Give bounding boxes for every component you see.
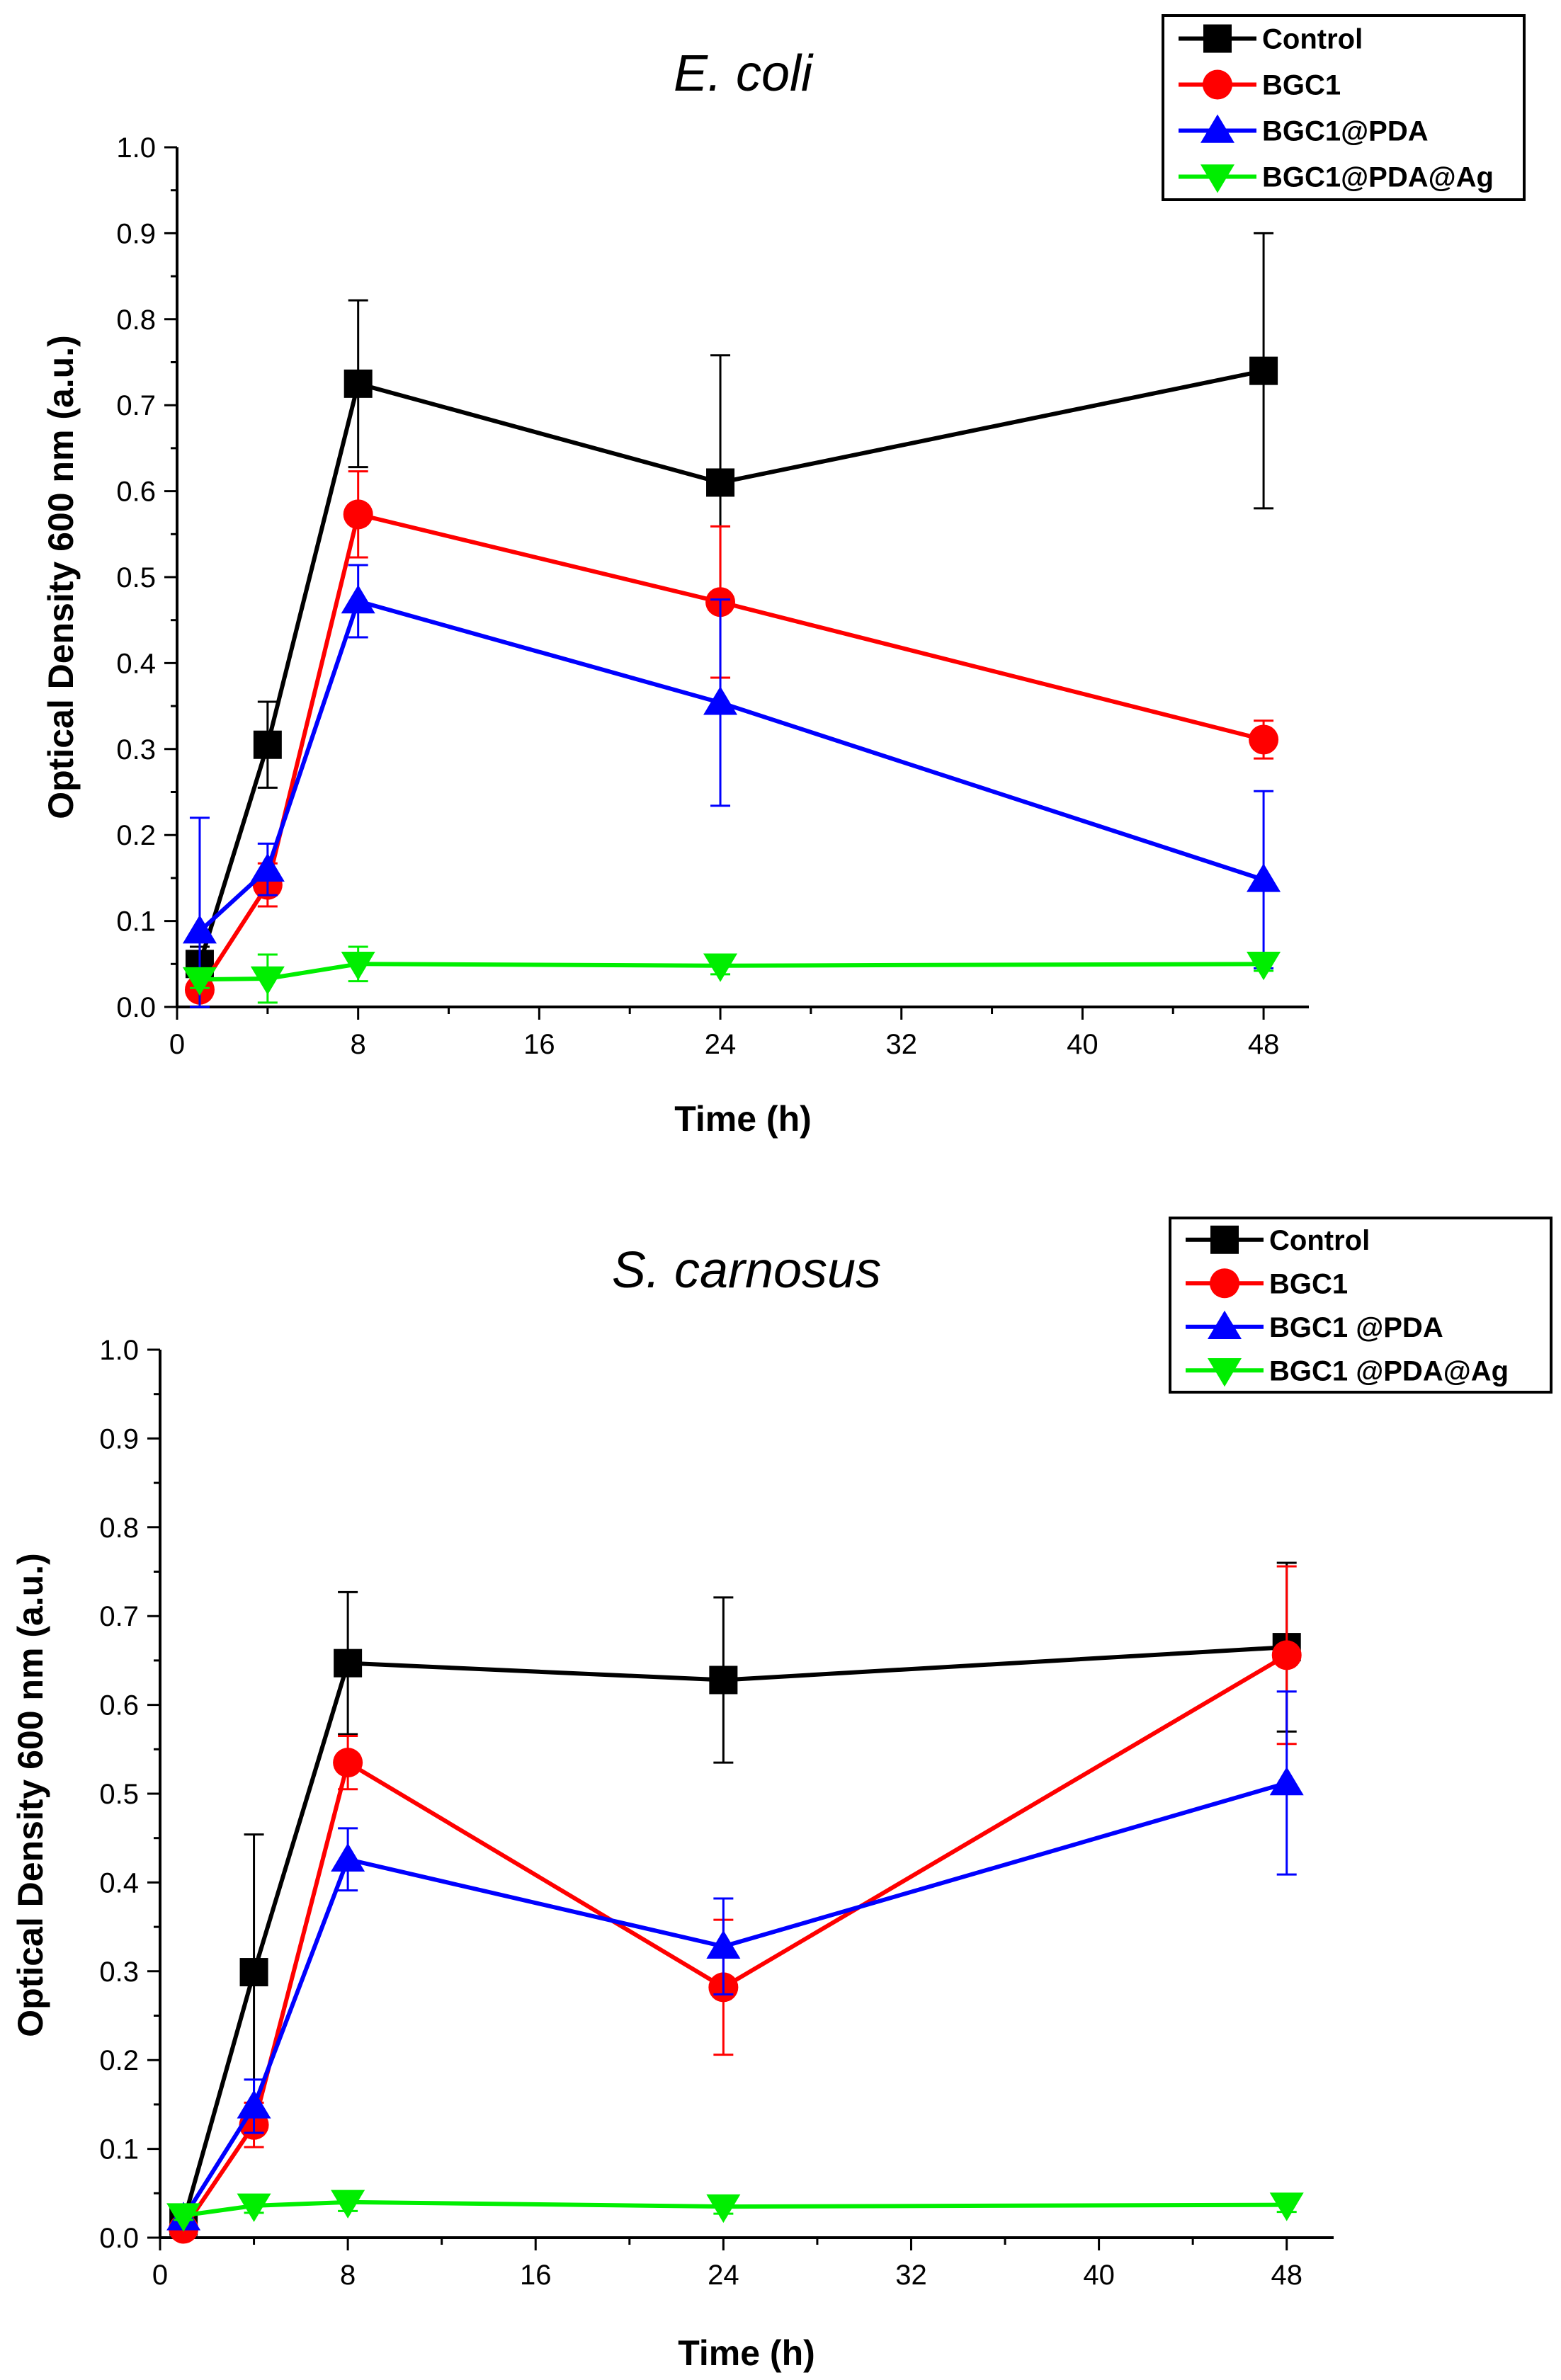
legend-swatch-marker	[1203, 24, 1232, 53]
y-tick-label: 0.6	[99, 1690, 139, 1721]
y-tick-label: 0.3	[116, 734, 156, 765]
x-axis-title: Time (h)	[674, 1099, 812, 1139]
data-point	[1269, 2192, 1304, 2221]
y-tick-label: 0.9	[99, 1423, 139, 1454]
x-tick-label: 16	[520, 2260, 552, 2291]
y-tick-label: 0.0	[116, 992, 156, 1023]
legend-label: BGC1	[1262, 70, 1341, 101]
x-tick-label: 24	[705, 1029, 737, 1060]
legend-label: BGC1@PDA	[1262, 116, 1429, 147]
legend-swatch-marker	[1208, 1358, 1242, 1387]
x-tick-label: 8	[340, 2260, 356, 2291]
data-point	[344, 369, 373, 398]
chart-title: E. coli	[674, 45, 814, 102]
chart-2: 0.0 0.1 0.2 0.3 0.4 0.5 0.6 0.7 0.8 0.9 1.0 0 8 16 24 3…	[11, 1217, 1553, 2373]
x-tick-label: 8	[351, 1029, 366, 1060]
y-tick-label: 0.8	[99, 1513, 139, 1544]
y-tick-label: 0.8	[116, 304, 156, 336]
data-point	[709, 1666, 738, 1695]
legend-swatch-marker	[1200, 114, 1234, 143]
y-tick-label: 0.3	[99, 1957, 139, 1988]
data-point	[334, 1649, 363, 1678]
data-point	[237, 2090, 271, 2119]
legend-label: BGC1 @PDA	[1269, 1312, 1443, 1343]
y-tick-label: 0.2	[116, 820, 156, 851]
data-point	[706, 1930, 741, 1959]
x-tick-label: 0	[152, 2260, 168, 2291]
data-point	[341, 952, 375, 981]
data-point	[182, 915, 217, 944]
y-tick-label: 0.7	[99, 1601, 139, 1632]
y-axis-title: Optical Density 600 nm (a.u.)	[11, 1553, 50, 2037]
data-point	[239, 1958, 268, 1987]
data-point	[706, 2194, 741, 2224]
x-axis-title: Time (h)	[678, 2333, 815, 2373]
y-tick-label: 1.0	[99, 1335, 139, 1366]
y-tick-label: 0.6	[116, 477, 156, 508]
data-point	[1247, 952, 1281, 981]
y-tick-label: 0.5	[116, 562, 156, 593]
legend-swatch-marker	[1210, 1268, 1239, 1299]
data-point	[253, 730, 282, 759]
y-tick-label: 0.1	[116, 906, 156, 938]
y-tick-label: 0.5	[99, 1779, 139, 1810]
data-point	[703, 953, 738, 982]
y-tick-label: 0.1	[99, 2134, 139, 2165]
x-tick-label: 40	[1083, 2260, 1115, 2291]
y-tick-label: 0.4	[116, 648, 156, 679]
legend-label: Control	[1262, 24, 1363, 55]
legend-swatch-marker	[1208, 1310, 1242, 1339]
chart-title: S. carnosus	[612, 1242, 881, 1299]
legend-label: Control	[1269, 1225, 1370, 1256]
series-control	[185, 232, 1278, 983]
legend: Control BGC1 BGC1 @PDA BGC1 @PDA@Ag	[1169, 1217, 1553, 1394]
data-point	[1249, 724, 1279, 755]
x-tick-label: 24	[708, 2260, 739, 2291]
data-point	[703, 686, 738, 715]
data-point	[706, 468, 735, 497]
data-point	[250, 853, 285, 882]
legend: Control BGC1 BGC1@PDA BGC1@PDA@Ag	[1162, 14, 1526, 201]
y-tick-label: 0.4	[99, 1867, 139, 1898]
data-point	[182, 967, 217, 996]
series-bgc1-pda	[166, 1690, 1304, 2231]
legend-label: BGC1@PDA@Ag	[1262, 162, 1494, 193]
y-tick-label: 0.7	[116, 390, 156, 421]
data-point	[341, 584, 375, 614]
y-tick-label: 0.9	[116, 218, 156, 249]
series-bgc1-pda-ag	[166, 2190, 1304, 2232]
data-point	[1249, 356, 1278, 385]
y-tick-label: 1.0	[116, 132, 156, 164]
legend-label: BGC1 @PDA@Ag	[1269, 1355, 1509, 1387]
data-point	[1271, 1640, 1302, 1670]
legend-swatch-marker	[1203, 69, 1232, 100]
x-tick-label: 32	[895, 2260, 927, 2291]
legend-label: BGC1	[1269, 1268, 1348, 1299]
data-point	[1247, 863, 1281, 892]
y-tick-label: 0.0	[99, 2223, 139, 2254]
x-tick-label: 40	[1067, 1029, 1099, 1060]
data-point	[1269, 1766, 1304, 1796]
x-tick-label: 32	[885, 1029, 917, 1060]
x-tick-label: 0	[169, 1029, 185, 1060]
y-axis-title: Optical Density 600 nm (a.u.)	[41, 335, 81, 819]
legend-swatch-marker	[1200, 164, 1234, 193]
chart-1: 0.0 0.1 0.2 0.3 0.4 0.5 0.6 0.7 0.8 0.9 1.0 0 8 16 24 3…	[41, 14, 1526, 1139]
x-tick-label: 48	[1248, 1029, 1280, 1060]
data-point	[250, 966, 285, 995]
x-tick-label: 48	[1271, 2260, 1302, 2291]
legend-swatch-marker	[1210, 1225, 1239, 1254]
data-point	[343, 499, 373, 530]
data-point	[333, 1748, 363, 1778]
data-point	[331, 2190, 365, 2219]
x-tick-label: 16	[523, 1029, 555, 1060]
data-point	[166, 2203, 201, 2232]
data-point	[237, 2193, 271, 2222]
data-point	[331, 1843, 365, 1872]
y-tick-label: 0.2	[99, 2045, 139, 2076]
series-bgc1-pda-ag	[182, 945, 1281, 1004]
